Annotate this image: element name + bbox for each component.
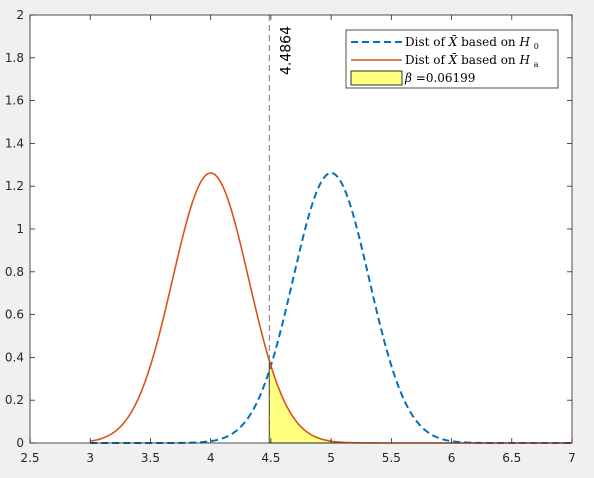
legend-label-ha-prefix: Dist of — [405, 53, 449, 67]
x-tick-label: 7 — [568, 451, 576, 465]
legend-label-h0-xbar: X̄ — [448, 34, 458, 49]
legend-label-h0-h: H — [518, 35, 530, 49]
y-tick-label: 2 — [16, 8, 24, 22]
y-tick-label: 1.4 — [5, 136, 24, 150]
vertical-line-layer: 4.4864 — [268, 15, 294, 443]
y-tick-label: 0.6 — [5, 308, 24, 322]
legend: Dist of X̄ based on H 0 Dist of X̄ based… — [345, 29, 559, 89]
x-tick-label: 5 — [327, 451, 335, 465]
x-tick-label: 4 — [207, 451, 215, 465]
legend-label-ha-xbar: X̄ — [448, 52, 458, 67]
x-tick-label: 3.5 — [141, 451, 160, 465]
x-tick-label: 6.5 — [502, 451, 521, 465]
y-tick-label: 1.2 — [5, 179, 24, 193]
ticks-layer: 2.5 3 3.5 4 4.5 5 5.5 6 6.5 7 0 0.2 0.4 0.6 0.8 1 1.2 1.4… — [5, 8, 576, 465]
legend-label-beta-value: =0.06199 — [416, 71, 476, 85]
legend-label-ha-h: H — [518, 53, 530, 67]
x-tick-label: 4.5 — [261, 451, 280, 465]
legend-label-ha-sub: a — [534, 60, 539, 69]
y-tick-label: 0 — [16, 436, 24, 450]
x-tick-label: 6 — [448, 451, 456, 465]
legend-label-h0: Dist of X̄ based on H 0 — [405, 34, 539, 51]
y-tick-label: 0.4 — [5, 350, 24, 364]
x-tick-label: 5.5 — [382, 451, 401, 465]
legend-label-beta: β =0.06199 — [404, 71, 475, 85]
y-tick-label: 1.6 — [5, 94, 24, 108]
x-tick-label: 2.5 — [20, 451, 39, 465]
legend-label-beta-symbol: β — [404, 71, 412, 85]
legend-label-ha: Dist of X̄ based on H a — [405, 52, 539, 69]
y-tick-label: 1 — [16, 222, 24, 236]
critical-value-label: 4.4864 — [278, 26, 294, 75]
legend-swatch-beta — [350, 70, 403, 86]
y-tick-label: 0.8 — [5, 265, 24, 279]
legend-label-h0-prefix: Dist of — [405, 35, 449, 49]
x-tick-label: 3 — [86, 451, 94, 465]
y-tick-label: 0.2 — [5, 393, 24, 407]
legend-label-h0-mid: based on — [461, 35, 519, 49]
legend-label-ha-mid: based on — [461, 53, 519, 67]
legend-label-h0-sub: 0 — [534, 42, 539, 51]
y-tick-label: 1.8 — [5, 51, 24, 65]
